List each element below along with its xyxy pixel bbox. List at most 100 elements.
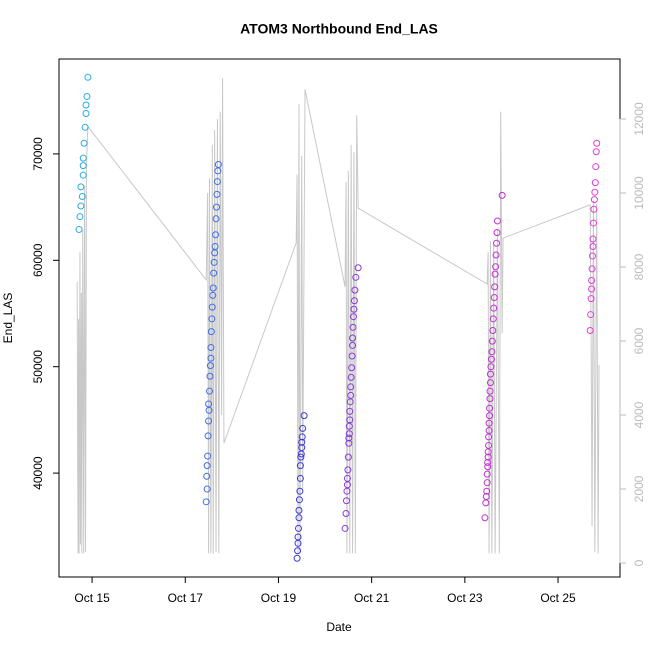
point <box>350 305 358 313</box>
point <box>591 188 599 196</box>
point <box>204 432 212 440</box>
point <box>346 416 354 424</box>
point <box>203 485 211 493</box>
point <box>294 524 302 532</box>
point <box>487 363 495 371</box>
point <box>485 419 493 427</box>
point <box>486 379 494 387</box>
y-axis-label: End_LAS <box>1 293 15 344</box>
point <box>82 101 90 109</box>
point <box>590 205 598 213</box>
point <box>343 474 351 482</box>
x-tick-label: Oct 25 <box>540 591 576 605</box>
point <box>81 123 89 131</box>
point <box>351 286 359 294</box>
point <box>293 554 301 562</box>
x-tick-label: Oct 17 <box>168 591 204 605</box>
point <box>298 433 306 441</box>
point <box>588 285 596 293</box>
point <box>489 327 497 335</box>
point <box>297 453 305 461</box>
point <box>79 162 87 170</box>
point <box>493 239 501 247</box>
point <box>202 498 210 506</box>
point <box>491 270 499 278</box>
chart-title: ATOM3 Northbound End_LAS <box>240 21 438 37</box>
point <box>487 355 495 363</box>
y2-tick-label: 8000 <box>632 253 646 280</box>
point <box>77 202 85 210</box>
y2-tick-label: 10000 <box>632 176 646 210</box>
point <box>490 294 498 302</box>
x-tick-label: Oct 19 <box>261 591 297 605</box>
point <box>491 283 499 291</box>
point <box>486 395 494 403</box>
point <box>498 191 506 199</box>
point <box>492 251 500 259</box>
point <box>483 487 491 495</box>
point <box>490 304 498 312</box>
x-axis-label: Date <box>326 620 352 634</box>
point <box>212 231 220 239</box>
point <box>344 453 352 461</box>
y2-tick-label: 6000 <box>632 327 646 354</box>
y-tick-label: 60000 <box>31 243 45 277</box>
point <box>205 417 213 425</box>
point <box>296 462 304 470</box>
point <box>485 441 493 449</box>
point <box>213 178 221 186</box>
point <box>207 354 215 362</box>
point <box>294 533 302 541</box>
point <box>204 452 212 460</box>
x-tick-label: Oct 23 <box>447 591 483 605</box>
point <box>593 139 601 147</box>
point <box>481 514 489 522</box>
x-tick-label: Oct 21 <box>354 591 390 605</box>
point <box>341 524 349 532</box>
point <box>210 258 218 266</box>
point <box>298 444 306 452</box>
point <box>300 412 308 420</box>
point <box>591 179 599 187</box>
point <box>484 453 492 461</box>
point <box>486 387 494 395</box>
point <box>488 337 496 345</box>
point <box>587 311 595 319</box>
point <box>484 458 492 466</box>
point <box>349 341 357 349</box>
point <box>205 400 213 408</box>
point <box>79 171 87 179</box>
point <box>206 387 214 395</box>
y2-tick-label: 12000 <box>632 102 646 136</box>
point <box>212 203 220 211</box>
point <box>344 466 352 474</box>
point <box>348 352 356 360</box>
point <box>82 109 90 117</box>
y-tick-label: 40000 <box>31 456 45 490</box>
point <box>350 297 358 305</box>
point <box>209 291 217 299</box>
point <box>486 404 494 412</box>
point <box>83 92 91 100</box>
x-tick-label: Oct 15 <box>74 591 110 605</box>
point <box>295 506 303 514</box>
point <box>589 219 597 227</box>
point <box>211 242 219 250</box>
point <box>78 192 86 200</box>
point <box>295 496 303 504</box>
point <box>207 344 215 352</box>
point <box>298 438 306 446</box>
point <box>206 362 214 370</box>
point <box>212 215 220 223</box>
point <box>213 190 221 198</box>
line-series <box>76 78 600 554</box>
point <box>206 372 214 380</box>
point <box>76 213 84 221</box>
point <box>347 391 355 399</box>
y2-tick-label: 4000 <box>632 401 646 428</box>
point <box>210 269 218 277</box>
point <box>349 323 357 331</box>
point <box>590 196 598 204</box>
point <box>592 163 600 171</box>
